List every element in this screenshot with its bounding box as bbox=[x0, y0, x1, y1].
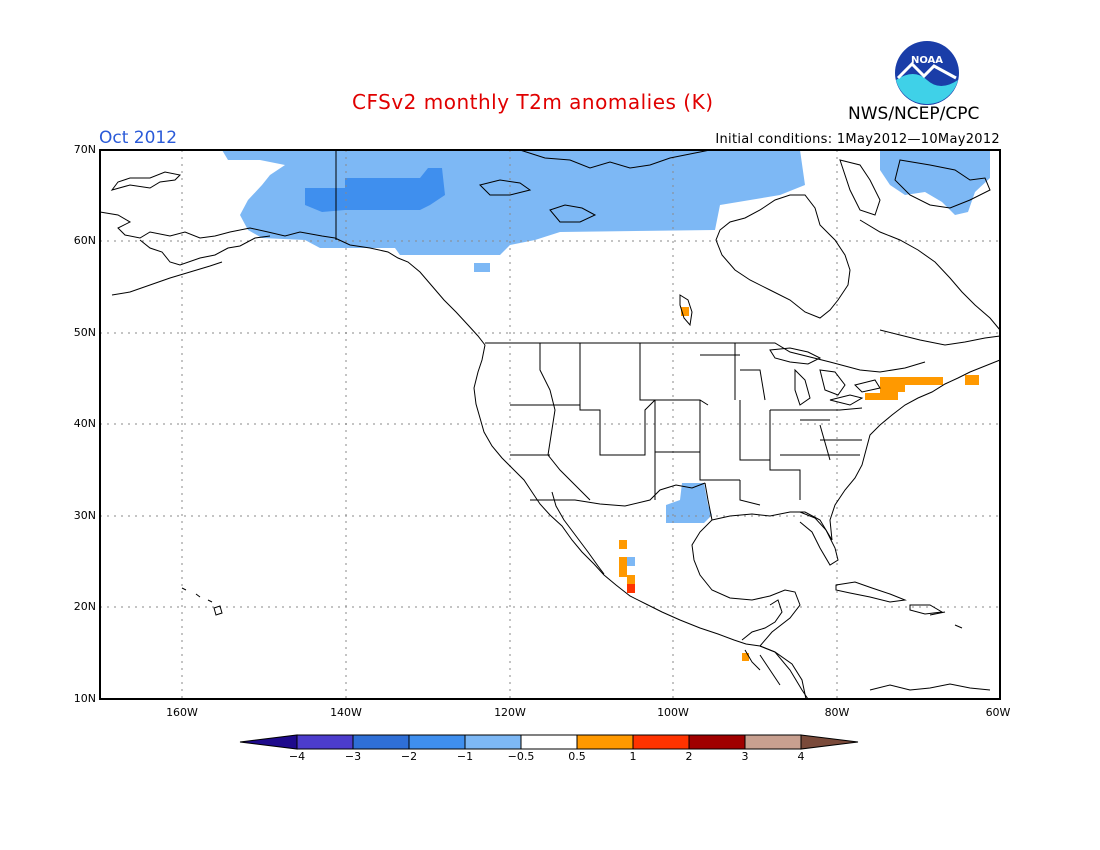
colorbar-segment bbox=[408, 734, 466, 750]
colorbar-segment bbox=[744, 734, 802, 750]
cold-anomaly-region-alaska-canada bbox=[222, 150, 990, 566]
lon-label: 60W bbox=[985, 706, 1011, 719]
cold-anomaly-light-spot bbox=[474, 263, 490, 272]
lat-label: 10N bbox=[73, 692, 96, 705]
warm-anomaly-mexico bbox=[619, 557, 627, 577]
lat-label: 20N bbox=[73, 600, 96, 613]
cold-anomaly-texas bbox=[666, 483, 712, 523]
colorbar-arrow-high bbox=[800, 734, 859, 750]
colorbar-label: 2 bbox=[685, 750, 693, 763]
lat-label: 70N bbox=[73, 143, 96, 156]
lat-label: 60N bbox=[73, 234, 96, 247]
map-frame bbox=[99, 149, 1001, 700]
cold-anomaly-mexico bbox=[627, 557, 635, 566]
colorbar-arrow-low bbox=[239, 734, 298, 750]
colorbar-label: 4 bbox=[797, 750, 805, 763]
colorbar-segment bbox=[632, 734, 690, 750]
lat-label: 40N bbox=[73, 417, 96, 430]
noaa-logo: NOAA bbox=[895, 41, 959, 105]
lon-label: 160W bbox=[166, 706, 198, 719]
colorbar-segment bbox=[688, 734, 746, 750]
colorbar-label: 3 bbox=[741, 750, 749, 763]
warm-anomaly-mexico bbox=[627, 575, 635, 584]
warm-anomaly-guatemala bbox=[742, 653, 749, 661]
lat-label: 50N bbox=[73, 326, 96, 339]
warm-anomaly-maritime bbox=[965, 375, 979, 385]
warm-anomalies bbox=[619, 307, 979, 661]
warm-anomaly-mexico-strong bbox=[627, 584, 635, 593]
logo-text: NOAA bbox=[911, 55, 943, 66]
warm-anomaly-mexico bbox=[619, 540, 627, 549]
forecast-month: Oct 2012 bbox=[99, 128, 178, 148]
warm-anomaly-cell bbox=[681, 307, 689, 316]
colorbar-label: −3 bbox=[344, 750, 362, 763]
political-borders bbox=[335, 150, 926, 686]
lon-label: 140W bbox=[330, 706, 362, 719]
warm-anomaly-northeast bbox=[865, 377, 943, 400]
chart-title: CFSv2 monthly T2m anomalies (K) bbox=[352, 90, 714, 114]
lon-label: 120W bbox=[494, 706, 526, 719]
colorbar-label: −4 bbox=[288, 750, 306, 763]
colorbar-segment bbox=[352, 734, 410, 750]
colorbar-label: 1 bbox=[629, 750, 637, 763]
colorbar-label: −0.5 bbox=[507, 750, 535, 763]
colorbar-label: −1 bbox=[456, 750, 474, 763]
cold-anomaly-dark bbox=[305, 168, 445, 212]
colorbar bbox=[239, 734, 859, 750]
colorbar-segment bbox=[464, 734, 522, 750]
colorbar-label: −2 bbox=[400, 750, 418, 763]
lat-label: 30N bbox=[73, 509, 96, 522]
lat-lon-grid bbox=[100, 150, 1000, 699]
colorbar-segment bbox=[576, 734, 634, 750]
colorbar-label: 0.5 bbox=[568, 750, 586, 763]
lon-label: 100W bbox=[657, 706, 689, 719]
cold-anomaly-light bbox=[222, 150, 805, 255]
coastlines bbox=[99, 149, 1001, 700]
lon-label: 80W bbox=[824, 706, 850, 719]
initial-conditions: Initial conditions: 1May2012—10May2012 bbox=[715, 132, 1000, 147]
cold-anomaly-light-ne bbox=[880, 150, 990, 215]
colorbar-segment bbox=[296, 734, 354, 750]
colorbar-segment bbox=[520, 734, 578, 750]
agency-label: NWS/NCEP/CPC bbox=[848, 104, 980, 124]
